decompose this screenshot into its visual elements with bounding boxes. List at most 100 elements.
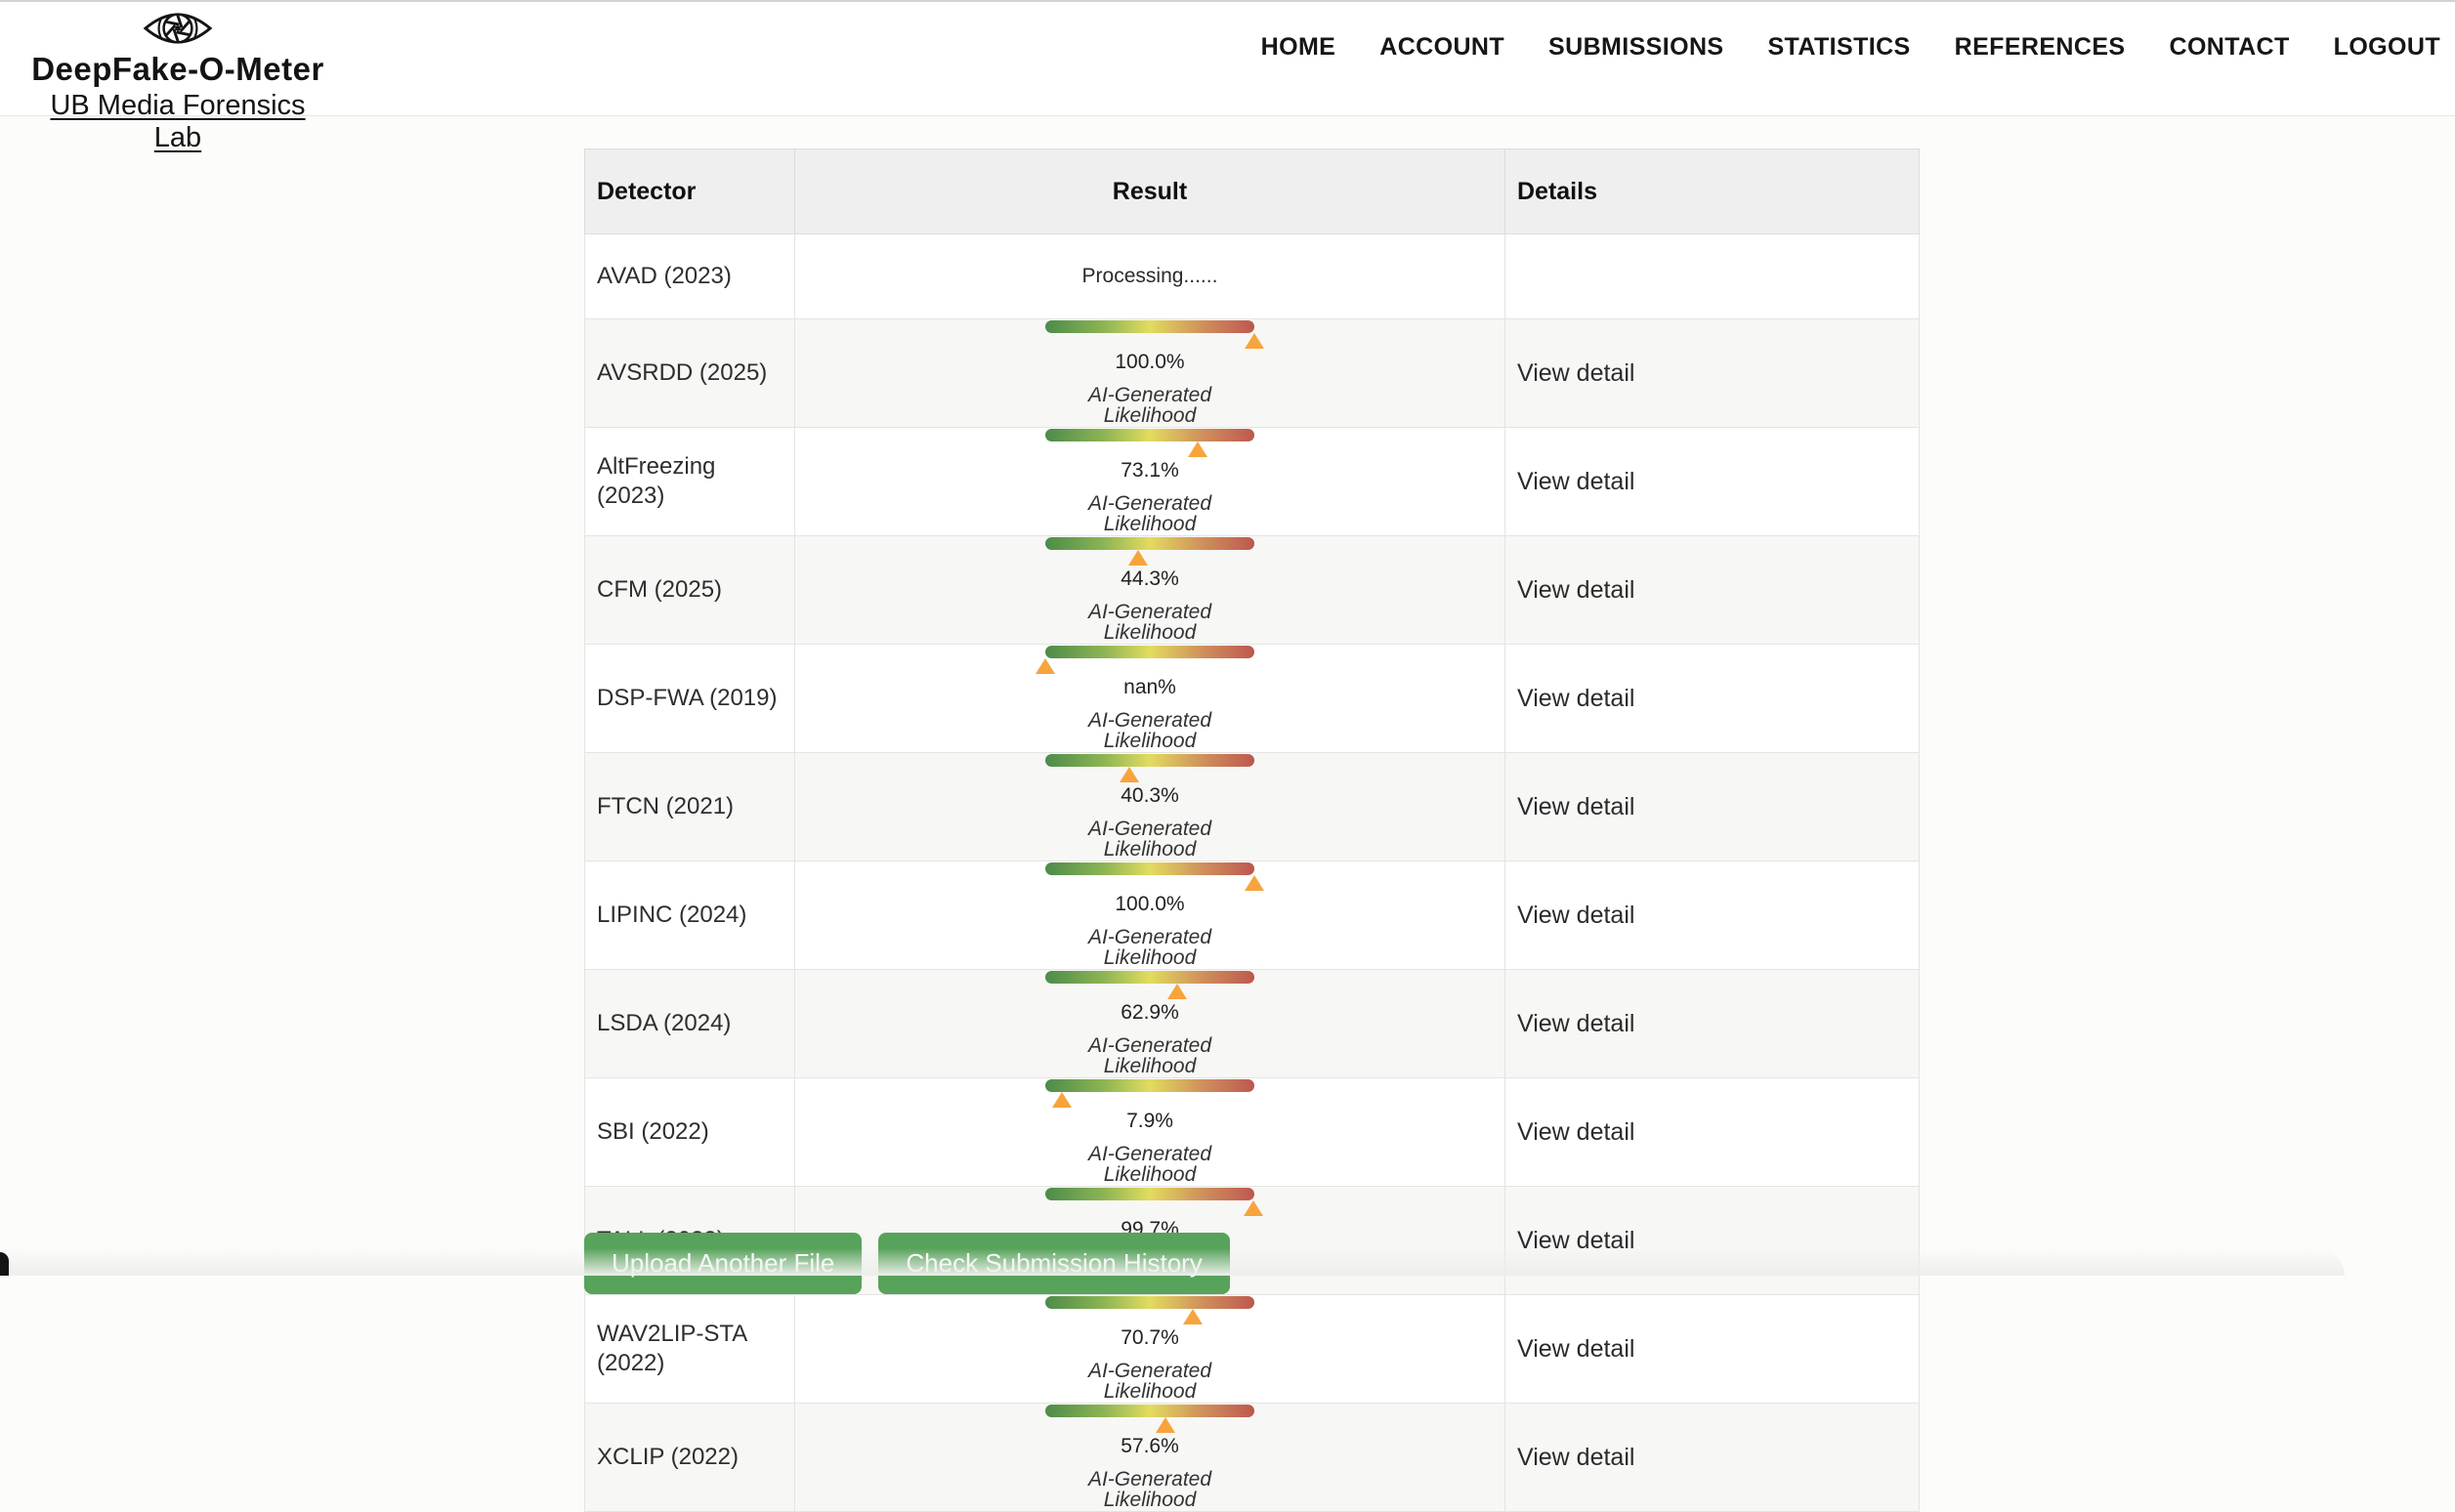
likelihood-caption: AI-Generated Likelihood	[1087, 384, 1212, 427]
detector-name: SBI (2022)	[584, 1077, 795, 1187]
main-nav: HOME ACCOUNT SUBMISSIONS STATISTICS REFERENC…	[1261, 2, 2440, 92]
details-cell: View detail	[1504, 1077, 1920, 1187]
view-detail-link[interactable]: View detail	[1517, 575, 1635, 604]
likelihood-percent: 7.9%	[1126, 1110, 1173, 1132]
table-row: CFM (2025) 44.3% AI-Generated Likelihood Vi…	[584, 535, 1920, 645]
nav-item-home[interactable]: HOME	[1260, 32, 1336, 61]
details-cell: View detail	[1504, 752, 1920, 861]
likelihood-gauge: 100.0% AI-Generated Likelihood	[1045, 862, 1264, 969]
detector-name: LSDA (2024)	[584, 969, 795, 1078]
likelihood-percent: 40.3%	[1121, 784, 1179, 807]
view-detail-link[interactable]: View detail	[1517, 358, 1635, 387]
marker-triangle-icon	[1127, 550, 1148, 566]
details-cell: View detail	[1504, 1294, 1920, 1404]
details-cell: View detail	[1504, 427, 1920, 536]
likelihood-caption: AI-Generated Likelihood	[1087, 1360, 1212, 1403]
nav-item-statistics[interactable]: STATISTICS	[1767, 32, 1911, 61]
lab-link[interactable]: UB Media Forensics Lab	[50, 89, 306, 153]
detector-name: CFM (2025)	[584, 535, 795, 645]
nav-item-logout[interactable]: LOGOUT	[2333, 32, 2440, 61]
view-detail-link[interactable]: View detail	[1517, 684, 1635, 712]
gradient-bar	[1045, 971, 1254, 999]
table-header-row: Detector Result Details	[584, 148, 1920, 234]
table-row: AVAD (2023) Processing......	[584, 233, 1920, 319]
details-cell: View detail	[1504, 535, 1920, 645]
detector-name: AVAD (2023)	[584, 233, 795, 319]
table-row: AVSRDD (2025) 100.0% AI-Generated Likeliho…	[584, 318, 1920, 428]
screen-corner	[0, 1252, 9, 1276]
likelihood-caption: AI-Generated Likelihood	[1087, 926, 1212, 969]
detector-name: AltFreezing (2023)	[584, 427, 795, 536]
details-cell: View detail	[1504, 861, 1920, 970]
gradient-bar	[1045, 1296, 1254, 1324]
detector-name: XCLIP (2022)	[584, 1403, 795, 1512]
likelihood-gauge: 100.0% AI-Generated Likelihood	[1045, 320, 1264, 427]
brand-block: DeepFake-O-Meter UB Media Forensics Lab	[31, 4, 324, 154]
marker-triangle-icon	[1036, 658, 1055, 674]
marker-triangle-icon	[1245, 875, 1264, 891]
gradient-bar	[1045, 1188, 1264, 1216]
results-table-wrap: Detector Result Details AVAD (2023) Proce…	[584, 148, 1920, 1512]
gradient-bar	[1036, 646, 1254, 674]
details-cell: View detail	[1504, 318, 1920, 428]
view-detail-link[interactable]: View detail	[1517, 1443, 1635, 1471]
likelihood-gauge: 7.9% AI-Generated Likelihood	[1045, 1079, 1254, 1185]
likelihood-gauge: 57.6% AI-Generated Likelihood	[1045, 1405, 1254, 1510]
gradient-bar	[1045, 754, 1254, 782]
nav-item-references[interactable]: REFERENCES	[1954, 32, 2126, 61]
result-cell: Processing......	[794, 233, 1505, 319]
marker-triangle-icon	[1244, 1200, 1264, 1216]
marker-triangle-icon	[1245, 333, 1264, 349]
detector-name: AVSRDD (2025)	[584, 318, 795, 428]
column-header-details: Details	[1504, 148, 1920, 234]
likelihood-percent: 73.1%	[1121, 459, 1179, 482]
marker-triangle-icon	[1120, 767, 1140, 782]
nav-item-contact[interactable]: CONTACT	[2169, 32, 2290, 61]
table-row: WAV2LIP-STA (2022) 70.7% AI-Generated Like…	[584, 1294, 1920, 1404]
marker-triangle-icon	[1188, 441, 1208, 457]
detector-name: FTCN (2021)	[584, 752, 795, 861]
marker-triangle-icon	[1183, 1309, 1204, 1324]
gradient-bar	[1045, 320, 1264, 349]
gradient-bar	[1045, 862, 1264, 891]
result-cell: 73.1% AI-Generated Likelihood	[794, 427, 1505, 536]
details-cell	[1504, 233, 1920, 319]
table-row: FTCN (2021) 40.3% AI-Generated Likelihood V…	[584, 752, 1920, 861]
likelihood-caption: AI-Generated Likelihood	[1087, 818, 1212, 861]
result-cell: 7.9% AI-Generated Likelihood	[794, 1077, 1505, 1187]
gradient-bar	[1045, 1405, 1254, 1433]
bottom-shade	[0, 1248, 2345, 1276]
site-title: DeepFake-O-Meter	[31, 51, 324, 87]
likelihood-percent: 100.0%	[1115, 893, 1185, 915]
result-cell: 44.3% AI-Generated Likelihood	[794, 535, 1505, 645]
view-detail-link[interactable]: View detail	[1517, 1334, 1635, 1363]
nav-item-account[interactable]: ACCOUNT	[1379, 32, 1505, 61]
likelihood-gauge: 62.9% AI-Generated Likelihood	[1045, 971, 1254, 1076]
detector-name: LIPINC (2024)	[584, 861, 795, 970]
result-cell: nan% AI-Generated Likelihood	[794, 644, 1505, 753]
view-detail-link[interactable]: View detail	[1517, 1117, 1635, 1146]
view-detail-link[interactable]: View detail	[1517, 901, 1635, 929]
likelihood-gauge: nan% AI-Generated Likelihood	[1036, 646, 1254, 751]
likelihood-gauge: 73.1% AI-Generated Likelihood	[1045, 429, 1254, 534]
column-header-detector: Detector	[584, 148, 795, 234]
result-cell: 57.6% AI-Generated Likelihood	[794, 1403, 1505, 1512]
detector-name: WAV2LIP-STA (2022)	[584, 1294, 795, 1404]
eye-aperture-logo-icon	[143, 13, 213, 44]
gradient-bar	[1045, 429, 1254, 457]
view-detail-link[interactable]: View detail	[1517, 467, 1635, 495]
view-detail-link[interactable]: View detail	[1517, 1009, 1635, 1037]
results-table: Detector Result Details AVAD (2023) Proce…	[584, 148, 1920, 1512]
details-cell: View detail	[1504, 644, 1920, 753]
likelihood-gauge: 70.7% AI-Generated Likelihood	[1045, 1296, 1254, 1402]
result-cell: 40.3% AI-Generated Likelihood	[794, 752, 1505, 861]
result-cell: 70.7% AI-Generated Likelihood	[794, 1294, 1505, 1404]
likelihood-gauge: 44.3% AI-Generated Likelihood	[1045, 537, 1254, 643]
view-detail-link[interactable]: View detail	[1517, 792, 1635, 820]
table-row: LSDA (2024) 62.9% AI-Generated Likelihood V…	[584, 969, 1920, 1078]
table-row: SBI (2022) 7.9% AI-Generated Likelihood Vie…	[584, 1077, 1920, 1187]
likelihood-gauge: 40.3% AI-Generated Likelihood	[1045, 754, 1254, 860]
likelihood-percent: 100.0%	[1115, 351, 1185, 373]
nav-item-submissions[interactable]: SUBMISSIONS	[1548, 32, 1724, 61]
result-cell: 62.9% AI-Generated Likelihood	[794, 969, 1505, 1078]
